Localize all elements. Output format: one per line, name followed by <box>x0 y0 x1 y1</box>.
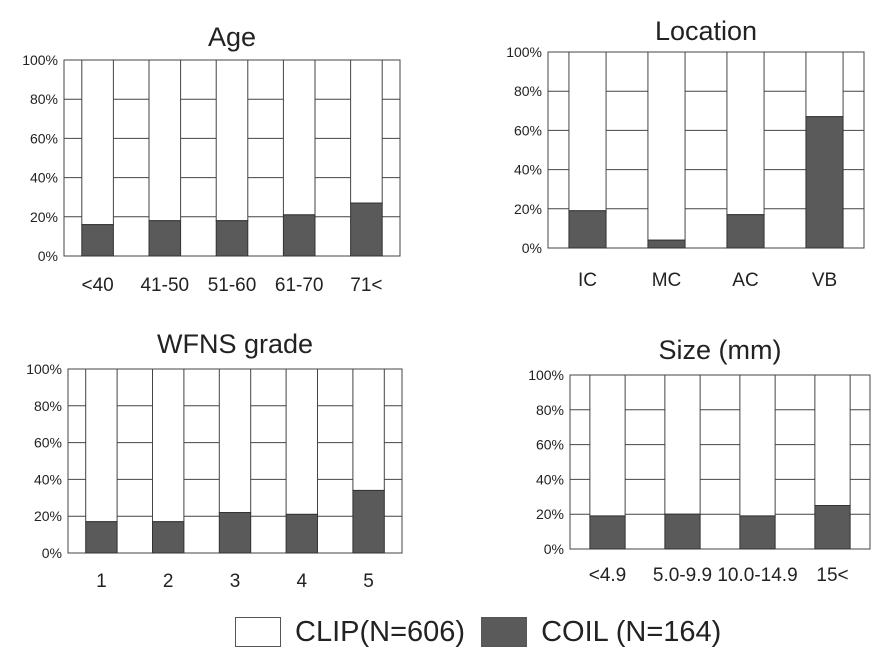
x-tick-label: 10.0-14.9 <box>717 565 797 586</box>
y-tick-label: 20% <box>514 201 542 217</box>
y-tick-label: 80% <box>30 91 58 107</box>
x-tick-label: 5 <box>363 571 374 592</box>
y-tick-label: 80% <box>514 83 542 99</box>
y-tick-label: 40% <box>536 471 564 487</box>
y-tick-label: 0% <box>522 240 542 256</box>
bar-clip <box>568 51 607 212</box>
bar-coil <box>664 513 701 550</box>
bar-coil <box>814 505 851 550</box>
bar-coil <box>218 512 252 554</box>
chart-title: Location <box>655 16 757 46</box>
y-tick-label: 20% <box>536 506 564 522</box>
bar-coil <box>152 521 185 554</box>
bar-clip <box>285 368 318 515</box>
bar-coil <box>285 513 318 554</box>
x-tick-label: VB <box>812 270 837 291</box>
y-tick-label: 60% <box>536 437 564 453</box>
bar-clip <box>647 51 686 241</box>
bar-clip <box>805 51 844 118</box>
x-tick-label: 61-70 <box>275 275 324 296</box>
x-tick-label: 71< <box>350 275 382 296</box>
bar-clip <box>152 368 185 523</box>
y-tick-label: 100% <box>26 361 62 377</box>
plot-frame-1 <box>547 51 865 249</box>
bar-clip <box>282 59 316 216</box>
y-tick-label: 20% <box>34 508 62 524</box>
bar-coil <box>350 202 383 257</box>
bar-clip <box>352 368 385 491</box>
chart-title: Size (mm) <box>659 335 782 365</box>
chart-title: WFNS grade <box>157 329 313 359</box>
y-tick-label: 100% <box>528 367 564 383</box>
bar-coil <box>647 239 686 249</box>
bar-clip <box>814 374 851 506</box>
y-tick-label: 20% <box>30 209 58 225</box>
x-tick-label: 3 <box>230 571 241 592</box>
bar-clip <box>664 374 701 515</box>
bar-coil <box>215 220 249 257</box>
y-tick-label: 60% <box>34 435 62 451</box>
bar-coil <box>282 214 316 257</box>
bar-clip <box>148 59 182 222</box>
bar-coil <box>589 515 626 550</box>
bar-coil <box>148 220 182 257</box>
legend-item-coil: COIL (N=164) <box>481 616 721 649</box>
bar-clip <box>218 368 252 514</box>
legend-swatch-coil <box>481 617 528 647</box>
legend: CLIP(N=606) COIL (N=164) <box>235 612 721 652</box>
x-tick-label: 41-50 <box>140 275 189 296</box>
x-tick-label: 1 <box>96 571 107 592</box>
bar-coil <box>739 515 776 550</box>
x-tick-label: <4.9 <box>589 565 627 586</box>
y-tick-label: 60% <box>514 122 542 138</box>
legend-label-coil: COIL (N=164) <box>541 615 722 648</box>
bar-clip <box>350 59 383 204</box>
x-tick-label: 15< <box>816 565 848 586</box>
y-tick-label: 60% <box>30 130 58 146</box>
bar-clip <box>85 368 118 523</box>
x-tick-label: AC <box>732 270 758 291</box>
x-tick-label: IC <box>578 270 597 291</box>
bar-coil <box>805 116 844 249</box>
bar-coil <box>352 489 385 554</box>
bar-clip <box>739 374 776 517</box>
y-tick-label: 100% <box>22 52 58 68</box>
bar-clip <box>589 374 626 517</box>
x-tick-label: 4 <box>297 571 308 592</box>
x-tick-label: 51-60 <box>208 275 257 296</box>
x-tick-label: <40 <box>81 275 113 296</box>
x-tick-label: 5.0-9.9 <box>653 565 712 586</box>
bar-clip <box>726 51 765 216</box>
y-tick-label: 80% <box>34 398 62 414</box>
bar-clip <box>215 59 249 222</box>
legend-item-clip: CLIP(N=606) <box>235 616 465 649</box>
y-tick-label: 80% <box>536 402 564 418</box>
bar-coil <box>81 224 114 257</box>
x-tick-label: MC <box>652 270 682 291</box>
y-tick-label: 40% <box>514 162 542 178</box>
bar-coil <box>568 210 607 249</box>
y-tick-label: 0% <box>38 248 58 264</box>
bar-coil <box>85 521 118 554</box>
bar-coil <box>726 214 765 249</box>
y-tick-label: 100% <box>506 44 542 60</box>
plot-frame-3 <box>569 374 871 550</box>
legend-swatch-clip <box>235 617 281 647</box>
y-tick-label: 0% <box>42 545 62 561</box>
chart-title: Age <box>208 22 256 52</box>
charts-canvas: 0%20%40%60%80%100%Age<40 41-50 51-60 61-70 7… <box>22 16 871 592</box>
y-tick-label: 0% <box>544 541 564 557</box>
x-tick-label: 2 <box>163 571 174 592</box>
legend-label-clip: CLIP(N=606) <box>295 615 466 648</box>
bar-clip <box>81 59 114 226</box>
y-tick-label: 40% <box>34 471 62 487</box>
y-tick-label: 40% <box>30 170 58 186</box>
